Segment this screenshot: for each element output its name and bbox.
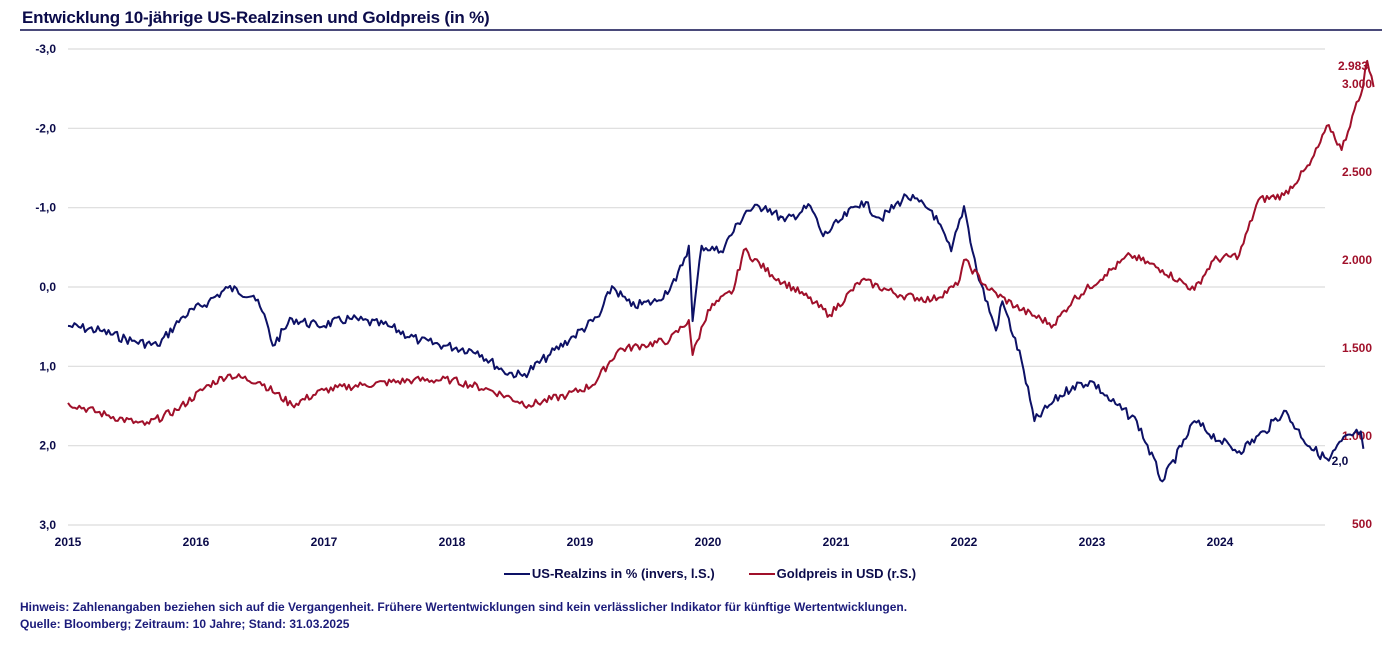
disclaimer-note: Hinweis: Zahlenangaben beziehen sich auf… xyxy=(20,600,908,614)
x-tick-label: 2024 xyxy=(1207,535,1234,549)
chart-title: Entwicklung 10-jährige US-Realzinsen und… xyxy=(22,8,490,27)
left-tick-label: -2,0 xyxy=(35,121,56,135)
end-labels: 2,0 2.983 xyxy=(1332,59,1369,468)
legend-swatch-realzins xyxy=(503,572,530,575)
x-axis-ticks: 2015 2016 2017 2018 2019 2020 2021 2022 2023 2024 xyxy=(55,535,1234,549)
left-tick-label: 1,0 xyxy=(39,359,56,373)
x-tick-label: 2019 xyxy=(567,535,594,549)
legend-item-gold: Goldpreis in USD (r.S.) xyxy=(748,566,917,581)
series-line-gold xyxy=(67,59,1375,426)
right-tick-label: 1.000 xyxy=(1342,429,1372,443)
series-lines xyxy=(67,59,1375,483)
legend-label-gold: Goldpreis in USD (r.S.) xyxy=(776,566,917,581)
x-tick-label: 2022 xyxy=(951,535,978,549)
title-divider xyxy=(20,29,1382,31)
gold-end-label: 2.983 xyxy=(1338,59,1368,73)
right-tick-label: 2.500 xyxy=(1342,165,1372,179)
legend-item-realzins: US-Realzins in % (invers, l.S.) xyxy=(503,566,715,581)
legend: US-Realzins in % (invers, l.S.) Goldprei… xyxy=(0,566,1400,581)
left-tick-label: 3,0 xyxy=(39,518,56,532)
legend-swatch-gold xyxy=(748,572,775,575)
left-tick-label: 0,0 xyxy=(39,280,56,294)
legend-label-realzins: US-Realzins in % (invers, l.S.) xyxy=(531,566,715,581)
left-axis-ticks: -3,0 -2,0 -1,0 0,0 1,0 2,0 3,0 xyxy=(35,42,56,532)
series-line-realzins xyxy=(67,193,1365,483)
x-tick-label: 2017 xyxy=(311,535,338,549)
x-tick-label: 2015 xyxy=(55,535,82,549)
left-tick-label: 2,0 xyxy=(39,439,56,453)
left-tick-label: -1,0 xyxy=(35,201,56,215)
left-tick-label: -3,0 xyxy=(35,42,56,56)
realzins-end-label: 2,0 xyxy=(1332,454,1349,468)
right-tick-label: 1.500 xyxy=(1342,341,1372,355)
source-note: Quelle: Bloomberg; Zeitraum: 10 Jahre; S… xyxy=(20,617,350,631)
right-tick-label: 2.000 xyxy=(1342,253,1372,267)
x-tick-label: 2020 xyxy=(695,535,722,549)
x-tick-label: 2018 xyxy=(439,535,466,549)
right-tick-label: 3.000 xyxy=(1342,77,1372,91)
x-tick-label: 2023 xyxy=(1079,535,1106,549)
right-tick-label: 500 xyxy=(1352,517,1372,531)
chart-canvas: -3,0 -2,0 -1,0 0,0 1,0 2,0 3,0 500 1.000 1.500 2.… xyxy=(35,42,1375,549)
x-tick-label: 2021 xyxy=(823,535,850,549)
x-tick-label: 2016 xyxy=(183,535,210,549)
